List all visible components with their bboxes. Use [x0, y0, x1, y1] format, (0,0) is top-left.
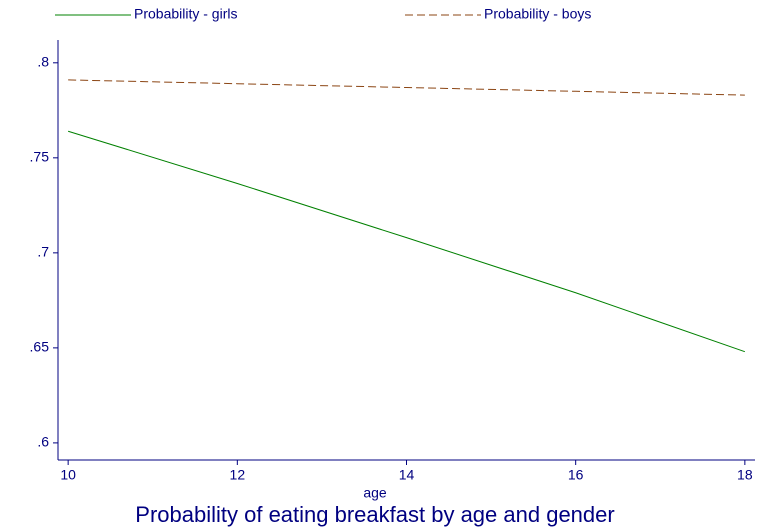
- legend-label: Probability - boys: [484, 6, 591, 22]
- y-tick-label: .6: [37, 434, 49, 450]
- legend-label: Probability - girls: [134, 6, 237, 22]
- x-tick-label: 18: [737, 467, 753, 483]
- x-tick-label: 14: [399, 467, 415, 483]
- chart-title: Probability of eating breakfast by age a…: [135, 502, 614, 527]
- y-tick-label: .7: [37, 244, 49, 260]
- y-tick-label: .8: [37, 54, 49, 70]
- x-tick-label: 12: [230, 467, 246, 483]
- x-tick-label: 16: [568, 467, 584, 483]
- y-tick-label: .75: [30, 149, 50, 165]
- x-tick-label: 10: [60, 467, 76, 483]
- data-line: [68, 130, 746, 353]
- y-tick-label: .65: [30, 339, 50, 355]
- x-axis-label: age: [363, 485, 387, 501]
- data-line: [68, 79, 745, 96]
